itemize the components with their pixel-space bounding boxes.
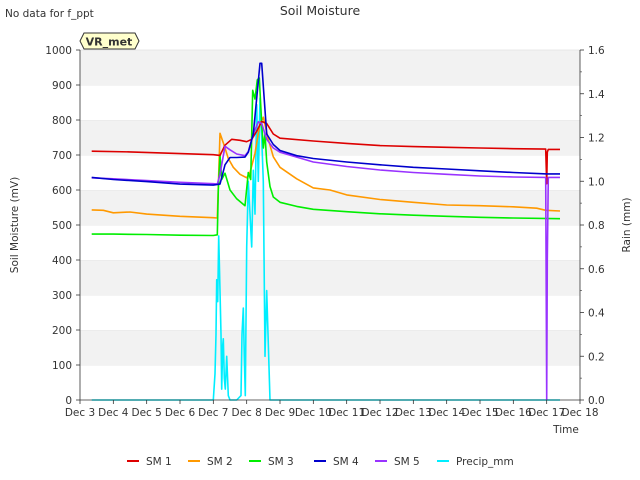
y-axis-label: Soil Moisture (mV): [9, 177, 21, 273]
station-label-box: VR_met: [79, 32, 140, 50]
grid-band: [80, 120, 580, 155]
series-layer: [91, 62, 561, 401]
grid-band: [80, 50, 580, 85]
grid-band: [80, 85, 580, 120]
grid-bands: [80, 49, 580, 400]
x-tick-label: Dec 16: [495, 407, 532, 419]
series-line-sm-1: [91, 120, 560, 185]
x-tick-label: Dec 17: [528, 407, 565, 419]
y-tick-label: 500: [52, 220, 72, 232]
axes-layer: 0 100 200 300 400 500 600 700 800 900 1000 0.0 0.2 0.…: [45, 45, 605, 419]
legend-label-sm-5: SM 5: [394, 456, 420, 468]
x-tick-label: Dec 8: [231, 407, 261, 419]
y-tick-label: 200: [52, 325, 72, 337]
x-tick-label: Dec 10: [295, 407, 332, 419]
grid-band: [80, 225, 580, 260]
legend: SM 1 SM 2 SM 3 SM 4 SM 5 Precip_mm: [127, 456, 514, 468]
y-tick-label: 400: [52, 255, 72, 267]
y2-tick-label: 0.0: [588, 395, 605, 407]
x-tick-label: Dec 12: [361, 407, 398, 419]
legend-label-sm-1: SM 1: [146, 456, 172, 468]
x-tick-label: Dec 3: [65, 407, 95, 419]
x-tick-label: Dec 6: [165, 407, 196, 419]
grid-band: [80, 190, 580, 225]
x-axis-label: Time: [552, 424, 579, 436]
y2-tick-label: 0.6: [588, 264, 605, 276]
y-tick-label: 0: [65, 395, 72, 407]
series-line-precip-mm: [91, 97, 560, 401]
y-tick-label: 800: [52, 115, 72, 127]
grid-band: [80, 365, 580, 400]
y2-tick-label: 1.4: [588, 89, 605, 101]
x-tick-label: Dec 11: [328, 407, 365, 419]
y-tick-label: 300: [52, 290, 72, 302]
grid-band: [80, 330, 580, 365]
series-line-sm-3: [91, 77, 561, 237]
y-tick-label: 600: [52, 185, 72, 197]
legend-label-sm-4: SM 4: [333, 456, 359, 468]
y2-tick-label: 0.2: [588, 351, 605, 363]
chart-title: Soil Moisture: [280, 3, 361, 18]
x-tick-label: Dec 4: [98, 407, 129, 419]
y-tick-label: 100: [52, 360, 72, 372]
station-label: VR_met: [86, 36, 133, 49]
x-tick-label: Dec 18: [561, 407, 598, 419]
legend-label-sm-3: SM 3: [268, 456, 294, 468]
y2-tick-label: 1.6: [588, 45, 605, 57]
x-tick-label: Dec 13: [395, 407, 432, 419]
no-data-note: No data for f_ppt: [5, 8, 94, 20]
x-tick-label: Dec 5: [131, 407, 161, 419]
legend-label-sm-2: SM 2: [207, 456, 233, 468]
legend-label-precip-mm: Precip_mm: [456, 456, 514, 468]
y-tick-label: 1000: [45, 45, 72, 57]
y-tick-label: 700: [52, 150, 72, 162]
y2-tick-label: 0.4: [588, 308, 605, 320]
x-tick-label: Dec 14: [428, 407, 465, 419]
station-label-badge: [79, 32, 140, 50]
series-line-sm-4: [91, 62, 560, 186]
y-tick-label: 900: [52, 80, 72, 92]
x-tick-label: Dec 9: [265, 407, 295, 419]
grid-band: [80, 295, 580, 330]
y2-tick-label: 1.2: [588, 133, 605, 145]
y2-tick-label: 0.8: [588, 220, 605, 232]
y2-axis-label: Rain (mm): [621, 197, 633, 252]
grid-band: [80, 260, 580, 295]
y2-tick-label: 1.0: [588, 176, 605, 188]
x-tick-label: Dec 7: [198, 407, 228, 419]
x-tick-label: Dec 15: [461, 407, 498, 419]
